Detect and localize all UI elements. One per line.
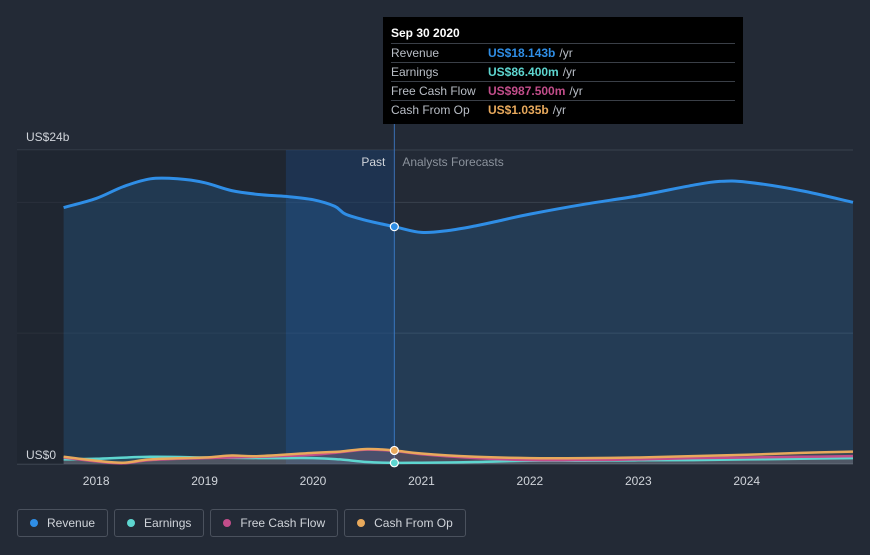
tooltip-label: Cash From Op <box>391 103 470 117</box>
chart-legend: Revenue Earnings Free Cash Flow Cash Fro… <box>17 509 466 537</box>
tooltip-unit: /yr <box>562 65 577 79</box>
legend-label: Free Cash Flow <box>240 516 326 530</box>
legend-item-revenue[interactable]: Revenue <box>17 509 109 537</box>
tooltip-label: Earnings <box>391 65 439 79</box>
x-axis-ticks: 2018 2019 2020 2021 2022 2023 2024 <box>83 474 761 488</box>
legend-label: Earnings <box>144 516 192 530</box>
tooltip-row-free-cash-flow: Free Cash Flow US$987.500m /yr <box>391 81 735 100</box>
tooltip-unit: /yr <box>552 103 567 117</box>
x-tick-label: 2023 <box>625 474 652 488</box>
tooltip-date: Sep 30 2020 <box>391 26 460 40</box>
tooltip-unit: /yr <box>569 84 583 98</box>
series-areas <box>63 178 854 464</box>
tooltip-value: US$1.035b <box>488 103 549 117</box>
x-tick-label: 2022 <box>517 474 544 488</box>
legend-dot-icon <box>357 519 366 527</box>
legend-dot-icon <box>223 519 232 527</box>
legend-dot-icon <box>30 519 38 527</box>
tooltip-value: US$987.500m <box>488 84 566 98</box>
line-revenue <box>63 176 854 235</box>
line-cash-from-op <box>63 447 854 464</box>
x-tick-label: 2021 <box>408 474 435 488</box>
legend-label: Cash From Op <box>374 516 453 530</box>
tooltip-label: Revenue <box>391 46 440 60</box>
tooltip-value: US$86.400m <box>488 65 559 79</box>
tooltip-rows: Revenue US$18.143b /yr Earnings US$86.40… <box>391 43 735 119</box>
tooltip-label: Free Cash Flow <box>391 84 476 98</box>
y-axis-bottom-label: US$0 <box>26 448 56 462</box>
x-tick-label: 2020 <box>300 474 327 488</box>
marker-revenue <box>389 222 399 232</box>
forecast-region-label: Analysts Forecasts <box>402 155 503 169</box>
region-bands <box>17 17 395 464</box>
legend-item-cash-from-op[interactable]: Cash From Op <box>344 509 466 537</box>
x-tick-label: 2019 <box>191 474 218 488</box>
past-region-band <box>17 150 286 464</box>
marker-earnings <box>389 458 399 468</box>
legend-item-free-cash-flow[interactable]: Free Cash Flow <box>210 509 339 537</box>
hover-markers <box>389 222 399 468</box>
tooltip-row-earnings: Earnings US$86.400m /yr <box>391 62 735 81</box>
tooltip-row-revenue: Revenue US$18.143b /yr <box>391 43 735 62</box>
tooltip-unit: /yr <box>559 46 573 60</box>
x-tick-label: 2018 <box>83 474 110 488</box>
area-revenue <box>63 178 854 464</box>
past-region-label: Past <box>361 155 386 169</box>
marker-cash-from-op <box>389 445 399 456</box>
legend-label: Revenue <box>47 516 96 530</box>
x-tick-label: 2024 <box>733 474 760 488</box>
legend-dot-icon <box>127 519 136 527</box>
tooltip-row-cash-from-op: Cash From Op US$1.035b /yr <box>391 100 735 119</box>
hover-tooltip: Sep 30 2020 Revenue US$18.143b /yr Earni… <box>383 17 743 124</box>
tooltip-value: US$18.143b <box>488 46 556 60</box>
highlight-region-band <box>285 150 395 464</box>
legend-item-earnings[interactable]: Earnings <box>114 509 205 537</box>
y-axis-top-label: US$24b <box>26 130 70 144</box>
